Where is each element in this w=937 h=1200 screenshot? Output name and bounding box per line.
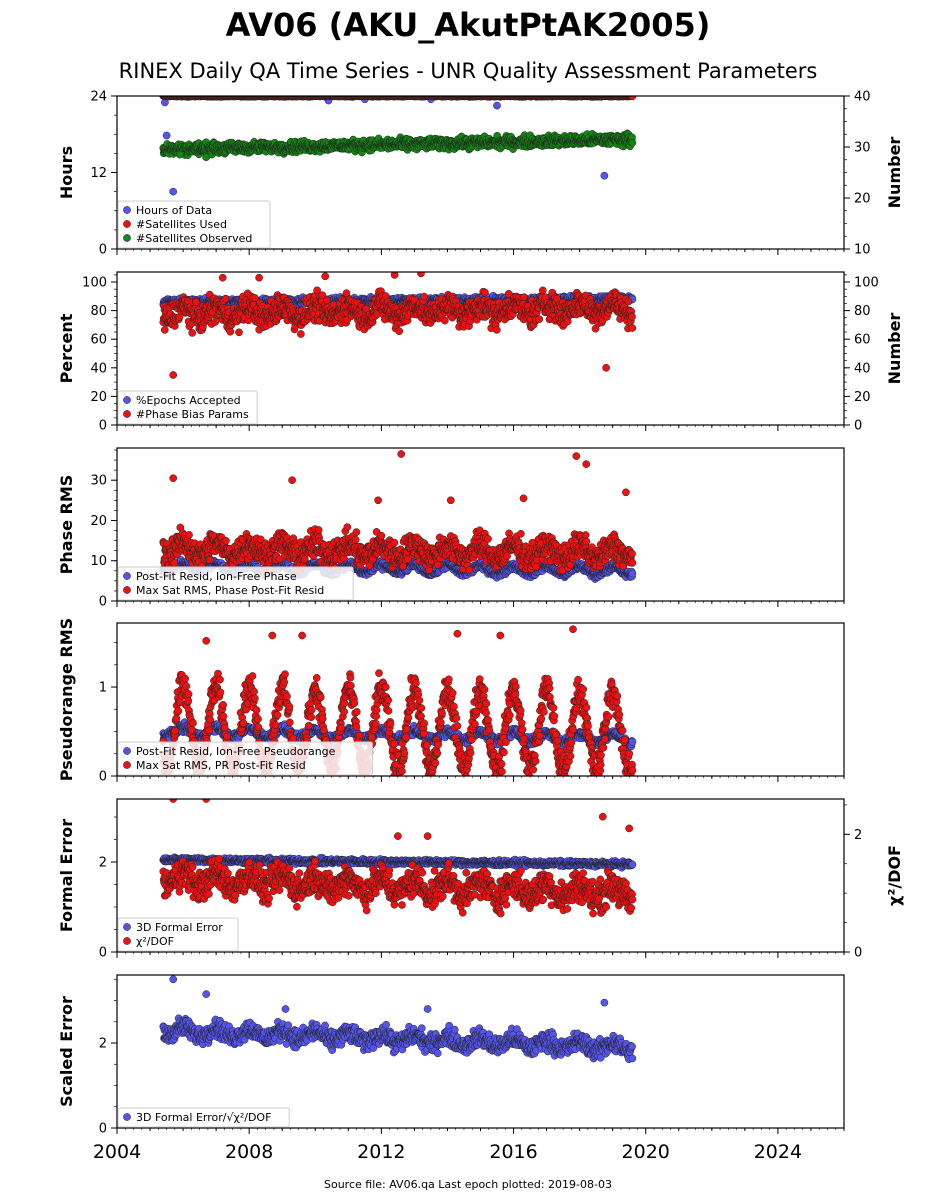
y-right-axis-label: Number <box>885 137 904 209</box>
data-point <box>628 138 637 147</box>
outlier-point <box>175 150 184 159</box>
legend-marker <box>123 234 131 242</box>
y-tick-label: 0 <box>99 243 107 258</box>
outlier-point <box>162 131 171 140</box>
legend: Hours of Data#Satellites Used#Satellites… <box>117 200 271 249</box>
figure-title: AV06 (AKU_AkutPtAK2005) <box>226 6 711 44</box>
legend-label: #Satellites Used <box>136 218 227 231</box>
y-axis-label: Hours <box>57 146 76 199</box>
data-point <box>188 329 197 337</box>
y-right-tick-label: 10 <box>854 243 871 258</box>
data-point <box>160 326 169 334</box>
legend-marker <box>123 206 131 214</box>
data-points <box>159 96 637 196</box>
chart-panel-2: 020406080100020406080100NumberPercent%Ep… <box>57 271 904 434</box>
y-tick-label: 24 <box>90 90 107 105</box>
outlier-point <box>493 101 501 110</box>
legend-marker <box>123 220 131 228</box>
outlier-point <box>202 153 211 162</box>
y-tick-label: 12 <box>90 166 107 181</box>
legend-label: Hours of Data <box>136 204 212 217</box>
y-right-tick-label: 40 <box>854 90 871 105</box>
figure-subtitle: RINEX Daily QA Time Series - UNR Quality… <box>119 59 818 83</box>
outlier-point <box>600 171 609 180</box>
legend-box <box>117 200 271 249</box>
outlier-point <box>169 187 178 196</box>
data-points <box>159 272 637 379</box>
legend-label: #Satellites Observed <box>136 232 252 245</box>
y-right-tick-label: 20 <box>854 192 871 207</box>
y-right-tick-label: 30 <box>854 141 871 156</box>
